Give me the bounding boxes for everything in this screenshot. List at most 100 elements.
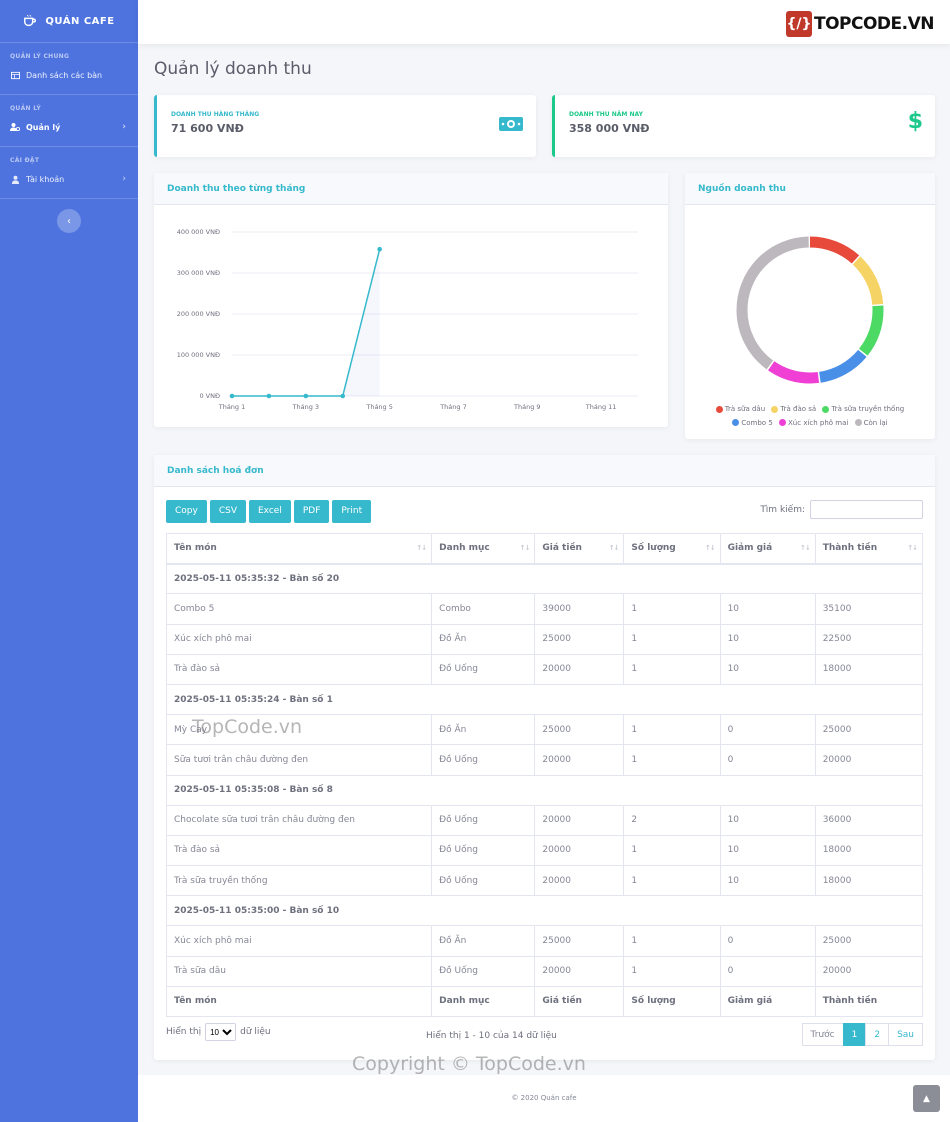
table-cell: 36000 bbox=[814, 804, 924, 836]
group-row: 2025-05-11 05:35:08 - Bàn số 8 bbox=[166, 774, 923, 806]
copy-button[interactable]: Copy bbox=[166, 500, 207, 523]
table-cell: Đồ Ăn bbox=[431, 714, 536, 746]
sidebar-item-tables[interactable]: Danh sách các bàn bbox=[0, 64, 138, 86]
table-cell: Xúc xích phô mai bbox=[165, 925, 433, 957]
table-cell: 20000 bbox=[814, 955, 924, 987]
y-tick-label: 300 000 VNĐ bbox=[177, 269, 220, 277]
legend-item[interactable]: Trà sữa dâu bbox=[715, 403, 765, 415]
group-row: 2025-05-11 05:35:00 - Bàn số 10 bbox=[166, 895, 923, 927]
x-tick-label: Tháng 7 bbox=[439, 403, 467, 411]
table-cell: 10 bbox=[719, 834, 816, 867]
column-header[interactable]: Danh mục ↑↓ bbox=[431, 532, 536, 565]
pdf-button[interactable]: PDF bbox=[293, 500, 330, 523]
y-tick-label: 0 VNĐ bbox=[199, 392, 220, 400]
next-page-button[interactable]: Sau bbox=[888, 1023, 923, 1046]
brand-name: QUÁN CAFE bbox=[45, 15, 115, 27]
stat-value: 71 600 VNĐ bbox=[171, 122, 244, 135]
page-length: Hiển thị 10 dữ liệu bbox=[166, 1023, 271, 1041]
data-point bbox=[303, 393, 309, 399]
print-button[interactable]: Print bbox=[332, 500, 372, 523]
sort-icon: ↑↓ bbox=[704, 544, 716, 552]
logo-text: TOPCODE.VN bbox=[813, 14, 935, 34]
table-icon bbox=[10, 70, 20, 80]
legend-item[interactable]: Combo 5 bbox=[732, 417, 773, 429]
stat-row: DOANH THU HÀNG THÁNG 71 600 VNĐ DOANH TH… bbox=[154, 95, 935, 157]
group-label: 2025-05-11 05:35:24 - Bàn số 1 bbox=[166, 683, 923, 716]
sidebar-toggle-button[interactable]: ‹ bbox=[57, 209, 81, 233]
table-row: Trà sữa truyền thống Đồ Uống 20000 1 10 18000 bbox=[165, 865, 924, 897]
page-2-button[interactable]: 2 bbox=[865, 1023, 890, 1046]
chevron-up-icon: ▲ bbox=[923, 1093, 930, 1104]
x-tick-label: Tháng 3 bbox=[292, 403, 320, 411]
pie-slice bbox=[736, 236, 884, 384]
table-row: Trà sữa dâu Đồ Uống 20000 1 0 20000 bbox=[165, 955, 924, 987]
table-cell: Combo bbox=[431, 593, 536, 625]
x-tick-label: Tháng 5 bbox=[365, 403, 393, 411]
chevron-left-icon: ‹ bbox=[67, 215, 71, 227]
sidebar-item-account[interactable]: Tài khoản › bbox=[0, 168, 138, 190]
group-row: 2025-05-11 05:35:24 - Bàn số 1 bbox=[166, 683, 923, 716]
y-tick-label: 200 000 VNĐ bbox=[177, 310, 220, 318]
column-header[interactable]: Giá tiền ↑↓ bbox=[534, 532, 625, 565]
table-cell: 18000 bbox=[814, 834, 924, 867]
table-cell: 25000 bbox=[814, 925, 924, 957]
table-cell: 35100 bbox=[814, 593, 924, 625]
column-header[interactable]: Giảm giá ↑↓ bbox=[719, 532, 816, 565]
sidebar-divider bbox=[0, 146, 138, 147]
legend-item[interactable]: Còn lại bbox=[854, 417, 888, 429]
page-1-button[interactable]: 1 bbox=[842, 1023, 867, 1046]
page-length-select[interactable]: 10 bbox=[205, 1023, 237, 1041]
sidebar-item-label: Tài khoản bbox=[26, 174, 65, 184]
chevron-right-icon: › bbox=[122, 122, 126, 132]
table-cell: Đồ Uống bbox=[431, 653, 536, 685]
column-header: Giảm giá bbox=[719, 985, 816, 1018]
table-cell: 20000 bbox=[534, 865, 625, 897]
data-point bbox=[377, 246, 382, 252]
pie-slice bbox=[736, 236, 884, 384]
chevron-right-icon: › bbox=[122, 174, 126, 184]
data-point bbox=[229, 393, 235, 399]
table-cell: 1 bbox=[623, 865, 721, 897]
y-tick-label: 100 000 VNĐ bbox=[177, 351, 220, 359]
table-cell: 25000 bbox=[814, 714, 924, 746]
sort-icon: ↑↓ bbox=[608, 544, 620, 552]
table-cell: 10 bbox=[719, 653, 816, 685]
scroll-to-top-button[interactable]: ▲ bbox=[913, 1085, 940, 1112]
sort-icon: ↑↓ bbox=[519, 544, 531, 552]
excel-button[interactable]: Excel bbox=[249, 500, 291, 523]
invoice-table: Tên món ↑↓ Danh mục ↑↓ Giá tiền ↑↓ Số lượng ↑↓ G… bbox=[165, 532, 924, 1018]
prev-page-button[interactable]: Trước bbox=[801, 1023, 844, 1046]
sidebar-item-manage[interactable]: Quản lý › bbox=[0, 116, 138, 138]
page-length-suffix: dữ liệu bbox=[240, 1027, 271, 1037]
table-cell: 10 bbox=[719, 804, 816, 836]
brand[interactable]: QUÁN CAFE bbox=[0, 0, 138, 43]
users-cog-icon bbox=[10, 122, 20, 132]
column-header[interactable]: Thành tiền ↑↓ bbox=[814, 532, 924, 565]
user-icon bbox=[10, 174, 20, 184]
table-cell: 10 bbox=[719, 623, 816, 655]
table-row: Trà đào sả Đồ Uống 20000 1 10 18000 bbox=[165, 834, 924, 867]
table-footer-row: Tên món Danh mục Giá tiền Số lượng Giảm giá T… bbox=[165, 985, 924, 1018]
column-header[interactable]: Tên món ↑↓ bbox=[165, 532, 433, 565]
legend-item[interactable]: Trà đào sả bbox=[771, 403, 816, 415]
table-cell: Đồ Uống bbox=[431, 865, 536, 897]
x-tick-label: Tháng 1 bbox=[218, 403, 246, 411]
stat-card-yearly: DOANH THU NĂM NAY 358 000 VNĐ $ bbox=[552, 95, 935, 157]
group-label: 2025-05-11 05:35:00 - Bàn số 10 bbox=[166, 895, 923, 927]
column-header[interactable]: Số lượng ↑↓ bbox=[623, 532, 721, 565]
legend-item[interactable]: Xúc xích phô mai bbox=[779, 417, 848, 429]
table-cell: 20000 bbox=[814, 744, 924, 776]
sort-icon: ↑↓ bbox=[416, 544, 427, 552]
table-cell: Trà đào sả bbox=[165, 834, 433, 867]
csv-button[interactable]: CSV bbox=[209, 500, 246, 523]
stat-card-monthly: DOANH THU HÀNG THÁNG 71 600 VNĐ bbox=[154, 95, 536, 157]
table-cell: 20000 bbox=[534, 804, 625, 836]
main-content: Quản lý doanh thu DOANH THU HÀNG THÁNG 7… bbox=[154, 44, 935, 1060]
legend-item[interactable]: Trà sữa truyền thống bbox=[822, 403, 904, 415]
page-title: Quản lý doanh thu bbox=[154, 59, 312, 79]
search-input[interactable] bbox=[810, 500, 923, 519]
table-cell: Xúc xích phô mai bbox=[165, 623, 433, 655]
table-cell: 0 bbox=[719, 714, 816, 746]
pagination: Trước 1 2 Sau bbox=[801, 1023, 923, 1046]
table-cell: Đồ Uống bbox=[431, 804, 536, 836]
